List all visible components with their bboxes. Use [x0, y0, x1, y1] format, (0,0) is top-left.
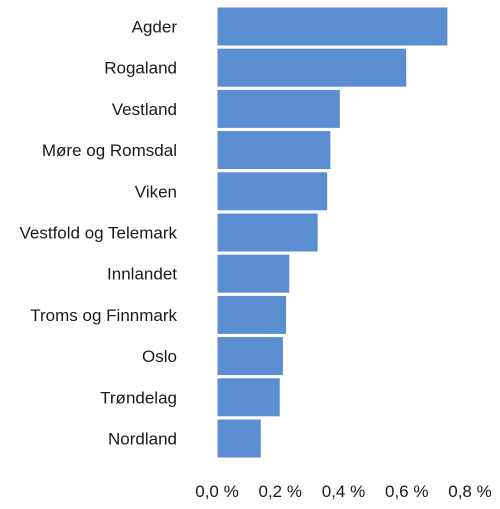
- bar: [216, 377, 281, 418]
- bar: [216, 212, 319, 253]
- bar: [216, 47, 408, 88]
- bar: [216, 294, 288, 335]
- x-tick-label: 0,8 %: [448, 482, 491, 501]
- bar: [216, 88, 341, 129]
- category-label: Møre og Romsdal: [42, 141, 177, 160]
- bar: [216, 253, 291, 294]
- category-label: Troms og Finnmark: [30, 306, 177, 325]
- x-tick-label: 0,4 %: [322, 482, 365, 501]
- category-labels-group: Agder Rogaland Vestland Møre og Romsdal Vike…: [20, 18, 178, 449]
- x-tick-label: 0,0 %: [195, 482, 238, 501]
- category-label: Innlandet: [107, 265, 177, 284]
- category-label: Viken: [135, 182, 177, 201]
- bar: [216, 130, 332, 171]
- category-label: Vestfold og Telemark: [20, 224, 178, 243]
- category-label: Oslo: [142, 347, 177, 366]
- bar: [216, 418, 262, 459]
- category-label: Nordland: [108, 430, 177, 449]
- bars-group: [216, 6, 449, 459]
- bar: [216, 336, 284, 377]
- category-label: Rogaland: [104, 59, 177, 78]
- x-tick-labels-group: 0,0 % 0,2 % 0,4 % 0,6 % 0,8 %: [195, 482, 491, 501]
- x-tick-label: 0,6 %: [385, 482, 428, 501]
- bar: [216, 6, 449, 47]
- category-label: Agder: [132, 18, 178, 37]
- bar: [216, 171, 329, 212]
- x-tick-label: 0,2 %: [259, 482, 302, 501]
- category-label: Trøndelag: [100, 388, 177, 407]
- category-label: Vestland: [112, 100, 177, 119]
